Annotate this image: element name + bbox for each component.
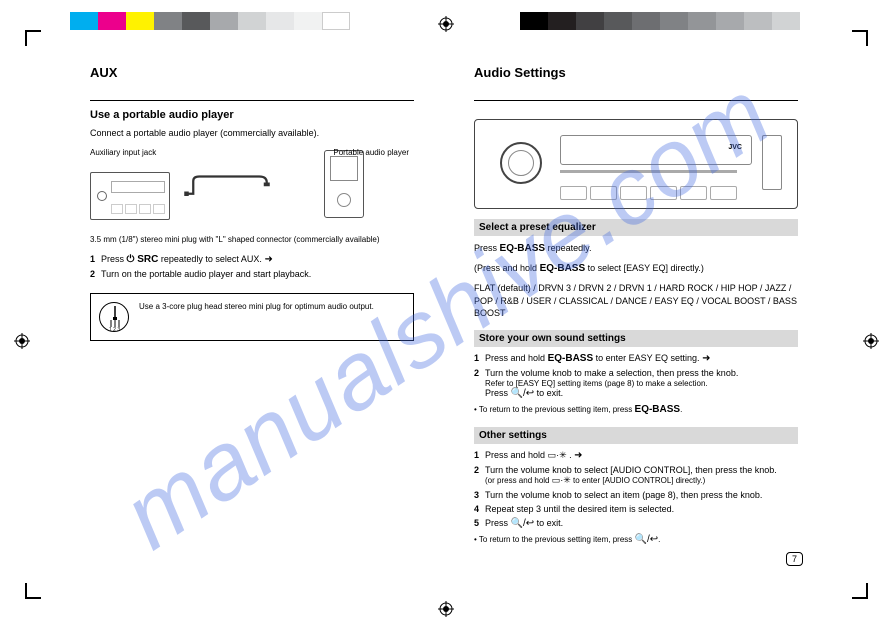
step2-text: Turn on the portable audio player and st… bbox=[101, 269, 311, 279]
eq-bass-label-3: EQ-BASS bbox=[548, 353, 594, 364]
stereo-buttons-row bbox=[560, 186, 737, 200]
other-step-3: 3 Turn the volume knob to select an item… bbox=[474, 490, 798, 500]
eq-bass-label-4: EQ-BASS bbox=[635, 404, 681, 415]
divider-right bbox=[474, 100, 798, 101]
other-step-2: 2 Turn the volume knob to select [AUDIO … bbox=[474, 465, 798, 486]
cropmark-tr bbox=[848, 30, 868, 50]
note-box: 1 2 3 Use a 3-core plug head stereo mini… bbox=[90, 293, 414, 341]
search-return-icon: 🔍/↩ bbox=[511, 388, 535, 399]
search-return-icon-3: 🔍/↩ bbox=[635, 534, 659, 545]
other-step-5: 5 Press 🔍/↩ to exit. bbox=[474, 518, 798, 529]
colorbar-left bbox=[70, 12, 350, 30]
search-return-icon-2: 🔍/↩ bbox=[511, 518, 535, 529]
connect-instruction: Connect a portable audio player (commerc… bbox=[90, 127, 414, 140]
regmark-right bbox=[863, 333, 879, 349]
src-button-label: ⏻ SRC bbox=[127, 254, 159, 265]
left-column: AUX Use a portable audio player Connect … bbox=[60, 55, 444, 574]
volume-knob-icon bbox=[500, 142, 542, 184]
eq-options-list: FLAT (default) / DRVN 3 / DRVN 2 / DRVN … bbox=[474, 282, 798, 320]
cd-slot bbox=[560, 170, 737, 173]
right-column: Audio Settings JVC Select a preset equal… bbox=[464, 55, 833, 574]
arrow-icon-3: ➜ bbox=[574, 450, 582, 461]
audio-title: Audio Settings bbox=[474, 65, 798, 80]
stereo-brand: JVC bbox=[728, 144, 742, 151]
other-step-1: 1 Press and hold ▭·✳ . ➜ bbox=[474, 450, 798, 461]
eq-bass-label-2: EQ-BASS bbox=[540, 263, 586, 274]
player-label: Portable audio player bbox=[333, 148, 409, 157]
plug-head-icon: 1 2 3 bbox=[99, 302, 129, 332]
regmark-top bbox=[438, 16, 454, 32]
divider-left bbox=[90, 100, 414, 101]
stereo-display bbox=[560, 135, 752, 165]
band-other: Other settings bbox=[474, 427, 798, 444]
store-step-2: 2 Turn the volume knob to make a selecti… bbox=[474, 368, 798, 399]
arrow-icon: ➜ bbox=[264, 254, 272, 265]
note-title: Use a 3-core plug head stereo mini plug bbox=[139, 302, 281, 311]
step1-rest: repeatedly to select AUX. bbox=[161, 254, 262, 264]
aux-title: AUX bbox=[90, 65, 414, 80]
page-content: AUX Use a portable audio player Connect … bbox=[60, 55, 833, 574]
cropmark-bl bbox=[25, 579, 45, 599]
aux-cable-illustration bbox=[168, 175, 298, 205]
plug-label: 3.5 mm (1/8") stereo mini plug with "L" … bbox=[90, 235, 414, 244]
band-preset-eq: Select a preset equalizer bbox=[474, 219, 798, 236]
store-return: • To return to the previous setting item… bbox=[474, 403, 798, 417]
colorbar-right bbox=[520, 12, 800, 30]
cropmark-tl bbox=[25, 30, 45, 50]
store-step-1: 1 Press and hold EQ-BASS to enter EASY E… bbox=[474, 353, 798, 364]
step-1: 1 Press ⏻ SRC repeatedly to select AUX. … bbox=[90, 254, 414, 265]
aux-subtitle: Use a portable audio player bbox=[90, 109, 414, 121]
band-store: Store your own sound settings bbox=[474, 330, 798, 347]
menu-gear-icon-2: ▭·✳ bbox=[552, 475, 571, 485]
stereo-illustration: JVC bbox=[474, 119, 798, 209]
regmark-bottom bbox=[438, 601, 454, 617]
step-2: 2 Turn on the portable audio player and … bbox=[90, 269, 414, 279]
arrow-icon-2: ➜ bbox=[702, 353, 710, 364]
cropmark-br bbox=[848, 579, 868, 599]
aux-unit-illustration bbox=[90, 172, 170, 220]
regmark-left bbox=[14, 333, 30, 349]
other-return: • To return to the previous setting item… bbox=[474, 533, 798, 547]
eq-bass-label: EQ-BASS bbox=[500, 243, 546, 254]
eq-hold-line: (Press and hold EQ-BASS to select [EASY … bbox=[474, 262, 798, 276]
aux-diagram: Auxiliary input jack Portable audio play… bbox=[90, 150, 414, 225]
jack-label: Auxiliary input jack bbox=[90, 148, 156, 157]
note-body: for optimum audio output. bbox=[283, 302, 374, 311]
other-step-4: 4 Repeat step 3 until the desired item i… bbox=[474, 504, 798, 514]
usb-cover bbox=[762, 135, 782, 190]
page-number: 7 bbox=[786, 552, 803, 566]
menu-gear-icon: ▭·✳ bbox=[548, 450, 567, 460]
svg-text:1 2 3: 1 2 3 bbox=[109, 327, 120, 333]
eq-press-line: Press EQ-BASS repeatedly. bbox=[474, 242, 798, 256]
step1-text: Press bbox=[101, 254, 124, 264]
portable-player-illustration bbox=[324, 150, 364, 218]
